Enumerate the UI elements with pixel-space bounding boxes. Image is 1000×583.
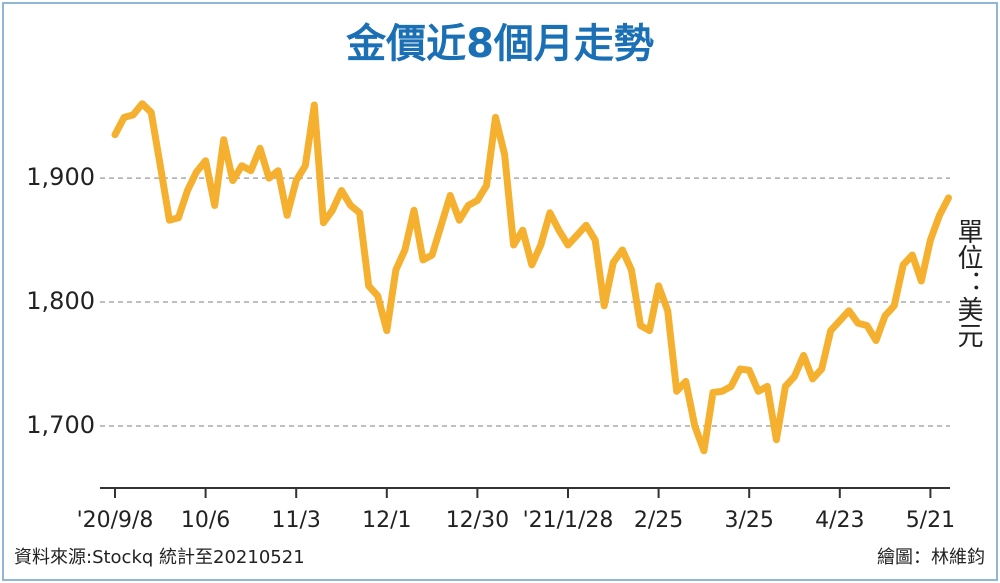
x-tick-label: 10/6 <box>181 508 230 533</box>
x-tick-label: 4/23 <box>815 508 864 533</box>
y-tick-label: 1,700 <box>26 411 95 439</box>
credit: 繪圖：林維鈞 <box>877 547 985 568</box>
unit-label: 單位：美元 <box>953 218 983 348</box>
x-tick-label: 12/1 <box>362 508 411 533</box>
x-tick-label: 12/30 <box>446 508 509 533</box>
source: 資料來源:Stockq 統計至20210521 <box>14 547 305 568</box>
x-tick-label: 5/21 <box>906 508 955 533</box>
chart-title: 金價近8個月走勢 <box>345 21 654 67</box>
x-tick-label: '21/1/28 <box>523 508 614 533</box>
y-tick-label: 1,900 <box>26 163 95 191</box>
x-tick-label: 11/3 <box>271 508 320 533</box>
x-tick-label: 3/25 <box>724 508 773 533</box>
x-tick-label: 2/25 <box>634 508 683 533</box>
x-tick-label: '20/9/8 <box>77 508 154 533</box>
y-tick-label: 1,800 <box>26 287 95 315</box>
price-line <box>111 100 952 455</box>
